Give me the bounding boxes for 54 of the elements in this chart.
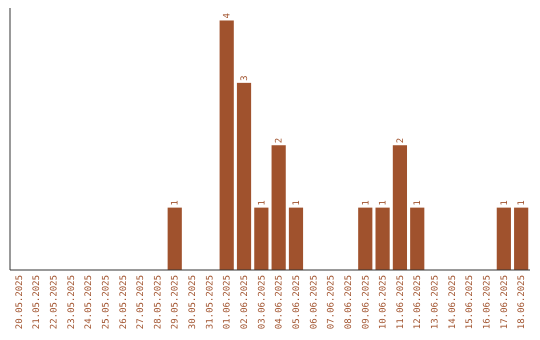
- bar: [272, 145, 286, 270]
- bar: [358, 208, 372, 270]
- data-label: 1: [517, 200, 528, 206]
- data-label: 3: [240, 75, 250, 81]
- x-tick-label: 02.06.2025: [240, 275, 250, 330]
- data-label: 1: [361, 200, 372, 206]
- x-tick-label: 11.06.2025: [396, 275, 406, 330]
- x-tick-label: 05.06.2025: [292, 275, 302, 330]
- x-tick-label: 03.06.2025: [257, 275, 268, 330]
- x-tick-label: 21.05.2025: [32, 275, 42, 330]
- x-tick-label: 28.05.2025: [153, 275, 164, 330]
- bar: [236, 82, 252, 270]
- x-tick-label: 06.06.2025: [309, 275, 320, 330]
- x-tick-label: 01.06.2025: [222, 275, 233, 330]
- x-tick-label: 16.06.2025: [482, 275, 493, 330]
- x-tick-label: 15.06.2025: [465, 275, 476, 330]
- bar: [220, 20, 234, 270]
- data-label: 4: [222, 13, 233, 18]
- x-tick-label: 10.06.2025: [378, 275, 389, 330]
- data-label: 1: [170, 200, 181, 206]
- data-label: 1: [292, 200, 302, 206]
- bar: [375, 208, 390, 270]
- x-tick-label: 27.05.2025: [136, 275, 146, 330]
- bar: [168, 208, 182, 270]
- data-label: 1: [257, 200, 268, 206]
- x-tick-label: 23.05.2025: [66, 275, 77, 330]
- x-tick-label: 14.06.2025: [448, 275, 458, 330]
- bar: [288, 208, 304, 270]
- x-tick-label: 07.06.2025: [326, 275, 337, 330]
- data-label: 2: [274, 138, 285, 144]
- x-tick-label: 04.06.2025: [274, 275, 285, 330]
- bar: [514, 208, 528, 270]
- bar: [410, 208, 424, 270]
- x-tick-label: 25.05.2025: [101, 275, 112, 330]
- bar: [392, 145, 408, 270]
- x-tick-label: 29.05.2025: [170, 275, 181, 330]
- x-tick-label: 12.06.2025: [413, 275, 424, 330]
- x-tick-label: 26.05.2025: [118, 275, 129, 330]
- x-tick-label: 30.05.2025: [188, 275, 198, 330]
- x-tick-label: 09.06.2025: [361, 275, 372, 330]
- data-label: 1: [500, 200, 510, 206]
- bar: [254, 208, 268, 270]
- x-tick-label: 18.06.2025: [517, 275, 528, 330]
- x-tick-label: 20.05.2025: [14, 275, 25, 330]
- x-tick-label: 13.06.2025: [430, 275, 441, 330]
- data-label: 1: [378, 200, 389, 206]
- data-label: 2: [396, 138, 406, 144]
- data-label: 1: [413, 200, 424, 206]
- bar: [496, 208, 511, 270]
- x-tick-label: 22.05.2025: [49, 275, 60, 330]
- x-tick-label: 08.06.2025: [344, 275, 354, 330]
- x-tick-label: 17.06.2025: [500, 275, 510, 330]
- x-tick-label: 31.05.2025: [205, 275, 216, 330]
- x-tick-label: 24.05.2025: [84, 275, 94, 330]
